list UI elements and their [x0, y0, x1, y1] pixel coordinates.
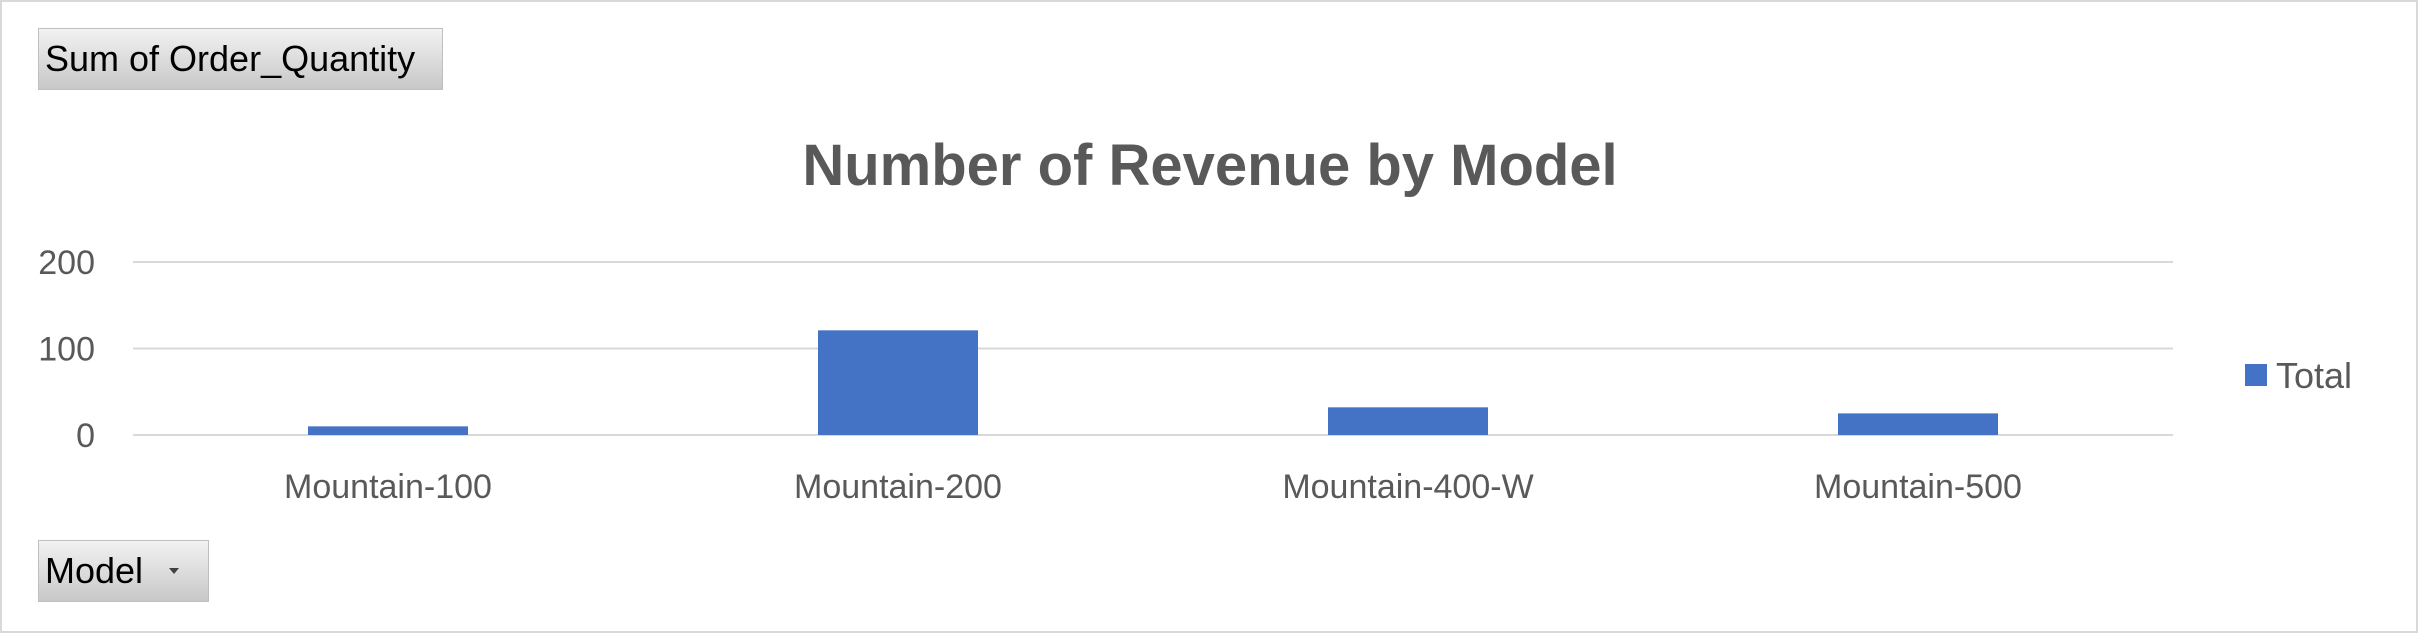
bars: [308, 330, 1998, 435]
y-axis-ticks: 0 100 200: [38, 244, 95, 455]
y-tick-label: 0: [76, 417, 95, 455]
x-tick-label: Mountain-500: [1814, 468, 2022, 506]
bar[interactable]: [1328, 407, 1488, 435]
chart-title: Number of Revenue by Model: [802, 133, 1617, 198]
dropdown-arrow-icon[interactable]: [169, 568, 180, 575]
values-field-button[interactable]: Sum of Order_Quantity: [38, 28, 443, 90]
gridlines: [133, 261, 2173, 436]
y-tick-label: 100: [38, 331, 95, 369]
values-field-label: Sum of Order_Quantity: [45, 38, 416, 79]
x-tick-label: Mountain-400-W: [1282, 468, 1533, 506]
legend-swatch: [2245, 364, 2267, 386]
x-axis-ticks: Mountain-100 Mountain-200 Mountain-400-W Mo…: [284, 468, 2022, 506]
x-tick-label: Mountain-100: [284, 468, 492, 506]
axis-field-button[interactable]: Model: [38, 540, 209, 602]
legend: Total: [2245, 355, 2352, 396]
legend-label: Total: [2276, 355, 2352, 396]
bar[interactable]: [1838, 413, 1998, 435]
y-tick-label: 200: [38, 244, 95, 282]
bar[interactable]: [818, 330, 978, 435]
axis-field-label: Model: [45, 550, 144, 591]
x-tick-label: Mountain-200: [794, 468, 1002, 506]
bar[interactable]: [308, 426, 468, 435]
